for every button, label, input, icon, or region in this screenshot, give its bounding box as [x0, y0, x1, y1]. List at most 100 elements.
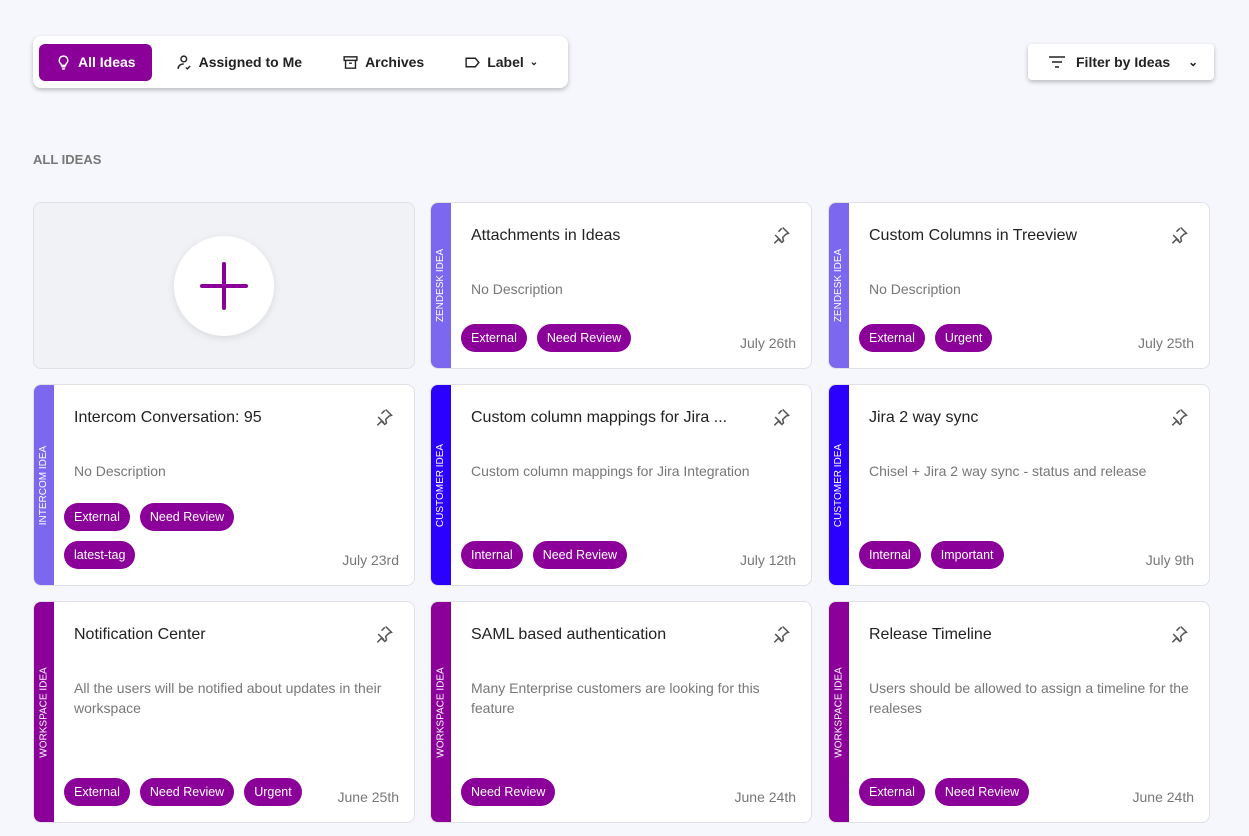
tag-badge[interactable]: Important [930, 541, 1004, 569]
lightbulb-icon [58, 54, 69, 70]
tag-badge[interactable]: Need Review [139, 503, 235, 531]
tag-badge[interactable]: Need Review [139, 778, 235, 806]
pin-icon[interactable] [1169, 624, 1189, 644]
idea-description: No Description [869, 281, 961, 297]
tab-assigned-to-me[interactable]: Assigned to Me [160, 44, 318, 81]
add-idea-button[interactable] [174, 235, 274, 336]
idea-description: All the users will be notified about upd… [74, 680, 382, 716]
tab-label: Label [487, 54, 524, 70]
tag-badge[interactable]: Need Review [536, 324, 632, 352]
idea-card[interactable]: CUSTOMER IDEA Custom column mappings for… [430, 384, 812, 586]
idea-source-stripe: ZENDESK IDEA [431, 203, 451, 368]
idea-description: Custom column mappings for Jira Integrat… [471, 463, 750, 479]
tag-list: External Need Review Urgent [64, 778, 304, 806]
tag-list: External Need Review [461, 324, 701, 352]
idea-card[interactable]: WORKSPACE IDEA SAML based authentication… [430, 601, 812, 823]
plus-icon [200, 261, 248, 310]
tag-badge[interactable]: Need Review [532, 541, 628, 569]
tag-badge[interactable]: External [461, 324, 527, 352]
idea-source-label: INTERCOM IDEA [38, 445, 50, 525]
idea-date: July 26th [739, 335, 796, 351]
idea-source-stripe: ZENDESK IDEA [829, 203, 849, 368]
pin-icon[interactable] [771, 407, 791, 427]
filter-label: Filter by Ideas [1076, 54, 1171, 70]
tag-list: Internal Important [859, 541, 1099, 569]
idea-source-label: WORKSPACE IDEA [833, 666, 845, 758]
idea-card[interactable]: ZENDESK IDEA Custom Columns in Treeview … [828, 202, 1210, 369]
idea-title[interactable]: Release Timeline [869, 626, 992, 643]
tag-badge[interactable]: Urgent [934, 324, 993, 352]
chevron-down-icon: ⌄ [1188, 55, 1199, 69]
view-tabs: All Ideas Assigned to Me Archives Label … [33, 36, 568, 88]
idea-title[interactable]: Jira 2 way sync [869, 409, 979, 426]
idea-source-label: CUSTOMER IDEA [435, 443, 447, 527]
tab-all-ideas[interactable]: All Ideas [39, 43, 152, 81]
idea-description: Chisel + Jira 2 way sync - status and re… [869, 463, 1147, 479]
tab-label: All Ideas [78, 54, 136, 70]
idea-date: July 25th [1137, 335, 1194, 351]
idea-description: Many Enterprise customers are looking fo… [471, 680, 760, 716]
idea-title[interactable]: Custom Columns in Treeview [869, 227, 1078, 244]
tab-label-dropdown[interactable]: Label ⌄ [448, 44, 554, 81]
idea-title[interactable]: Intercom Conversation: 95 [74, 409, 262, 426]
idea-title[interactable]: Attachments in Ideas [471, 227, 621, 244]
tag-badge[interactable]: External [859, 324, 925, 352]
idea-source-stripe: CUSTOMER IDEA [431, 385, 451, 585]
idea-card[interactable]: CUSTOMER IDEA Jira 2 way sync Chisel + J… [828, 384, 1210, 586]
idea-source-label: ZENDESK IDEA [435, 248, 447, 323]
pin-icon[interactable] [1169, 225, 1189, 245]
tag-badge[interactable]: External [64, 778, 130, 806]
filter-by-ideas-dropdown[interactable]: Filter by Ideas ⌄ [1028, 44, 1214, 80]
idea-date: July 23rd [342, 552, 399, 568]
idea-description: Users should be allowed to assign a time… [869, 680, 1189, 716]
tag-badge[interactable]: Need Review [461, 778, 556, 806]
tag-badge[interactable]: Internal [461, 541, 523, 569]
tab-label: Assigned to Me [198, 54, 303, 70]
label-icon [465, 57, 481, 67]
pin-icon[interactable] [374, 624, 394, 644]
tag-badge[interactable]: Internal [859, 541, 921, 569]
idea-source-stripe: WORKSPACE IDEA [431, 602, 451, 822]
idea-card[interactable]: ZENDESK IDEA Attachments in Ideas No Des… [430, 202, 812, 369]
tag-list: External Need Review latest-tag [64, 503, 304, 569]
pin-icon[interactable] [1169, 407, 1189, 427]
idea-date: June 24th [734, 789, 797, 805]
section-title: ALL IDEAS [33, 152, 102, 167]
idea-date: July 9th [1145, 552, 1194, 568]
idea-date: June 24th [1132, 789, 1195, 805]
idea-source-label: WORKSPACE IDEA [435, 666, 447, 758]
tag-badge[interactable]: External [859, 778, 925, 806]
idea-source-label: CUSTOMER IDEA [833, 443, 845, 527]
pin-icon[interactable] [771, 225, 791, 245]
tag-badge[interactable]: Urgent [244, 778, 302, 806]
tag-badge[interactable]: Need Review [934, 778, 1030, 806]
chevron-down-icon: ⌄ [529, 56, 539, 68]
pin-icon[interactable] [771, 624, 791, 644]
idea-source-stripe: CUSTOMER IDEA [829, 385, 849, 585]
pin-icon[interactable] [374, 407, 394, 427]
idea-card[interactable]: WORKSPACE IDEA Release Timeline Users sh… [828, 601, 1210, 823]
filter-icon [1049, 56, 1065, 68]
tag-badge[interactable]: External [64, 503, 130, 531]
idea-source-label: ZENDESK IDEA [833, 248, 845, 323]
add-idea-card [33, 202, 415, 369]
idea-source-label: WORKSPACE IDEA [38, 666, 50, 758]
tag-badge[interactable]: latest-tag [64, 541, 136, 569]
idea-source-stripe: WORKSPACE IDEA [829, 602, 849, 822]
tag-list: External Urgent [859, 324, 1099, 352]
idea-date: June 25th [337, 789, 400, 805]
tag-list: Internal Need Review [461, 541, 701, 569]
idea-card[interactable]: INTERCOM IDEA Intercom Conversation: 95 … [33, 384, 415, 586]
tag-list: Need Review [461, 778, 701, 806]
archive-icon [343, 55, 358, 69]
tag-list: External Need Review [859, 778, 1099, 806]
idea-source-stripe: INTERCOM IDEA [34, 385, 54, 585]
tab-archives[interactable]: Archives [326, 44, 440, 81]
idea-date: July 12th [739, 552, 796, 568]
idea-title[interactable]: SAML based authentication [471, 626, 667, 643]
idea-card[interactable]: WORKSPACE IDEA Notification Center All t… [33, 601, 415, 823]
idea-title[interactable]: Notification Center [74, 626, 206, 643]
idea-description: No Description [471, 281, 563, 297]
tab-label: Archives [365, 54, 425, 70]
idea-title[interactable]: Custom column mappings for Jira ... [471, 409, 728, 426]
